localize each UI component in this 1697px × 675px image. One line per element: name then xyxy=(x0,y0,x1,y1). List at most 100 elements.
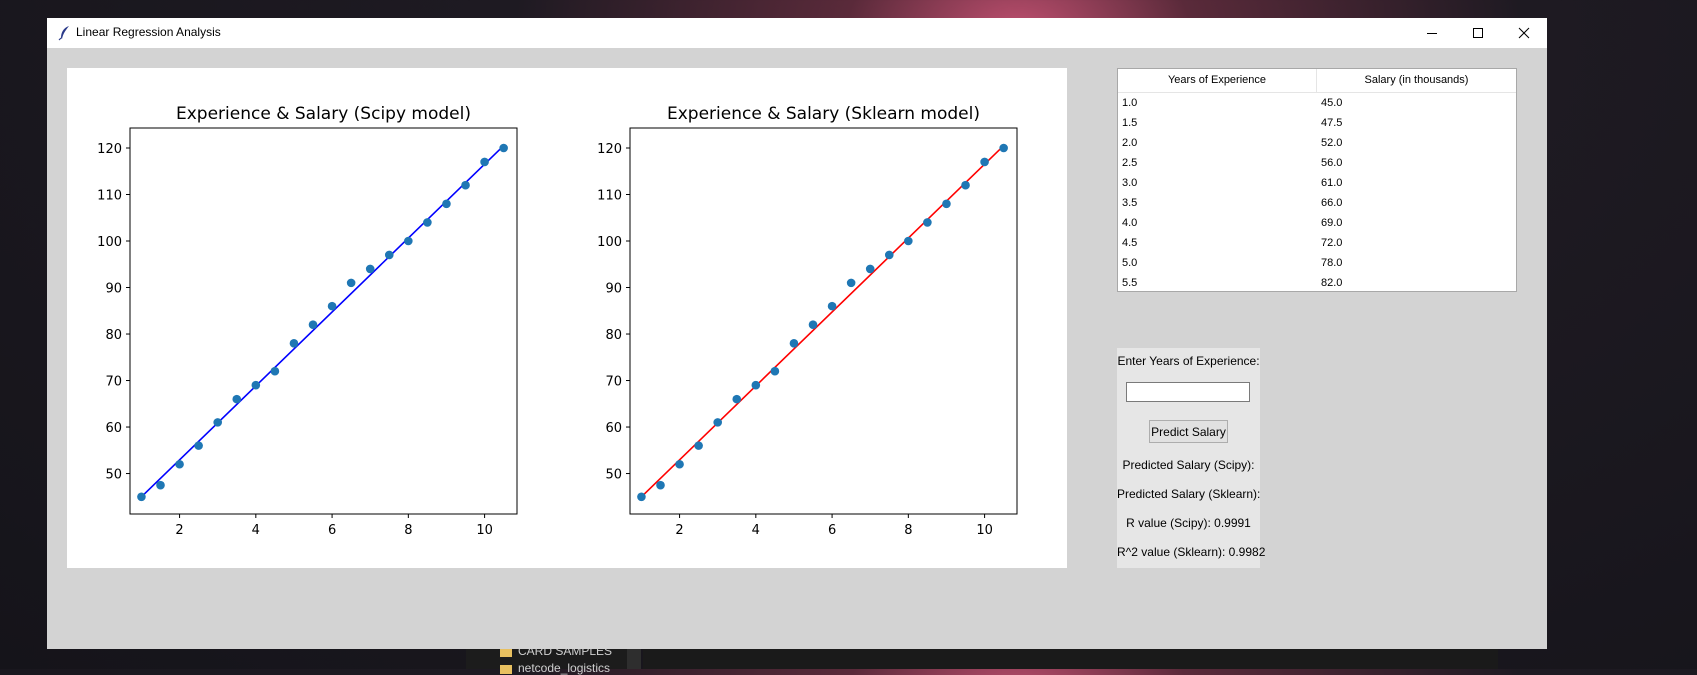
cell-salary: 45.0 xyxy=(1321,97,1343,109)
table-row[interactable]: 5.0 78.0 xyxy=(1118,253,1516,273)
window-title: Linear Regression Analysis xyxy=(76,25,221,39)
data-point xyxy=(942,199,951,209)
y-tick-label: 110 xyxy=(597,189,622,204)
data-point xyxy=(308,320,318,330)
cell-salary: 82.0 xyxy=(1321,277,1343,289)
x-tick-label: 8 xyxy=(404,523,412,538)
y-tick-label: 80 xyxy=(105,328,122,343)
data-point xyxy=(327,301,337,311)
y-tick-label: 70 xyxy=(605,375,622,390)
data-point xyxy=(365,264,375,274)
data-point xyxy=(175,459,184,469)
data-point xyxy=(346,278,356,288)
table-row[interactable]: 4.5 72.0 xyxy=(1118,233,1516,253)
cell-years: 1.5 xyxy=(1122,117,1138,129)
maximize-icon xyxy=(1473,28,1483,38)
cell-years: 2.5 xyxy=(1122,157,1138,169)
cell-years: 5.5 xyxy=(1122,277,1138,289)
table-row[interactable]: 1.0 45.0 xyxy=(1118,93,1516,113)
data-point xyxy=(694,441,703,450)
cell-salary: 47.5 xyxy=(1321,117,1343,129)
y-tick-label: 60 xyxy=(605,421,622,436)
data-point xyxy=(423,218,432,227)
data-point xyxy=(827,301,837,311)
y-tick-label: 90 xyxy=(105,282,122,297)
data-point xyxy=(289,339,299,348)
table-row[interactable]: 3.0 61.0 xyxy=(1118,173,1516,193)
y-tick-label: 60 xyxy=(105,421,122,436)
chart-title: Experience & Salary (Sklearn model) xyxy=(667,104,980,124)
plot-frame xyxy=(629,127,1018,515)
data-point xyxy=(732,394,742,404)
data-point xyxy=(194,441,203,450)
x-tick-label: 2 xyxy=(175,523,183,538)
data-point xyxy=(675,459,684,469)
data-point xyxy=(770,366,780,376)
x-tick-label: 6 xyxy=(828,523,836,538)
cell-years: 4.0 xyxy=(1122,217,1138,229)
close-button[interactable] xyxy=(1501,18,1547,48)
cell-salary: 72.0 xyxy=(1321,237,1343,249)
predicted-salary-scipy: Predicted Salary (Scipy): xyxy=(1122,458,1255,472)
data-point xyxy=(404,236,413,246)
figure-canvas: Experience & Salary (Scipy model) 2 4 6 8 10 5… xyxy=(67,68,1067,568)
data-point xyxy=(232,394,242,404)
data-point xyxy=(999,143,1008,153)
data-point xyxy=(499,143,508,153)
x-tick-label: 6 xyxy=(328,523,336,538)
table-row[interactable]: 2.5 56.0 xyxy=(1118,153,1516,173)
experience-input[interactable] xyxy=(1126,382,1250,402)
data-point xyxy=(789,339,799,348)
chart-title: Experience & Salary (Scipy model) xyxy=(176,104,471,124)
cell-years: 3.5 xyxy=(1122,197,1138,209)
predict-salary-button[interactable]: Predict Salary xyxy=(1149,420,1228,443)
cell-years: 4.5 xyxy=(1122,237,1138,249)
table-row[interactable]: 3.5 66.0 xyxy=(1118,193,1516,213)
column-header-salary[interactable]: Salary (in thousands) xyxy=(1364,74,1469,86)
data-point xyxy=(846,278,856,288)
data-point xyxy=(480,157,489,167)
background-folder-label: netcode_logistics xyxy=(518,661,611,675)
y-tick-label: 80 xyxy=(605,328,622,343)
table-row[interactable]: 1.5 47.5 xyxy=(1118,113,1516,133)
r-value-scipy: R value (Scipy): 0.9991 xyxy=(1126,516,1251,530)
cell-salary: 69.0 xyxy=(1321,217,1343,229)
y-tick-label: 50 xyxy=(105,468,122,483)
data-table[interactable]: Years of Experience Salary (in thousands… xyxy=(1117,68,1517,292)
data-point xyxy=(656,480,665,490)
y-tick-label: 90 xyxy=(605,282,622,297)
data-point xyxy=(904,236,913,246)
table-row[interactable]: 2.0 52.0 xyxy=(1118,133,1516,153)
maximize-button[interactable] xyxy=(1455,18,1501,48)
data-point xyxy=(270,366,280,376)
y-tick-label: 110 xyxy=(97,189,122,204)
predicted-salary-sklearn: Predicted Salary (Sklearn): xyxy=(1117,487,1261,501)
cell-salary: 61.0 xyxy=(1321,177,1343,189)
cell-years: 5.0 xyxy=(1122,257,1138,269)
data-point xyxy=(384,250,394,260)
data-point xyxy=(865,264,875,274)
x-tick-label: 4 xyxy=(752,523,760,538)
prediction-panel: Enter Years of Experience: Predict Salar… xyxy=(1117,348,1265,568)
table-row[interactable]: 4.0 69.0 xyxy=(1118,213,1516,233)
y-tick-label: 100 xyxy=(97,235,122,250)
data-point xyxy=(251,380,261,390)
data-point xyxy=(713,418,722,427)
data-point xyxy=(884,250,894,260)
table-row[interactable]: 5.5 82.0 xyxy=(1118,273,1516,293)
data-point xyxy=(156,480,165,490)
x-tick-label: 2 xyxy=(675,523,683,538)
data-point xyxy=(751,380,761,390)
title-bar[interactable]: Linear Regression Analysis xyxy=(47,18,1547,48)
cell-salary: 78.0 xyxy=(1321,257,1343,269)
minimize-button[interactable] xyxy=(1409,18,1455,48)
x-tick-label: 8 xyxy=(904,523,912,538)
data-point xyxy=(980,157,989,167)
scipy-chart: Experience & Salary (Scipy model) 2 4 6 8 10 5… xyxy=(97,104,518,538)
cell-salary: 52.0 xyxy=(1321,137,1343,149)
cell-years: 1.0 xyxy=(1122,97,1138,109)
data-point xyxy=(637,492,646,502)
column-header-years[interactable]: Years of Experience xyxy=(1118,69,1317,92)
cell-years: 3.0 xyxy=(1122,177,1138,189)
folder-icon xyxy=(500,648,512,657)
